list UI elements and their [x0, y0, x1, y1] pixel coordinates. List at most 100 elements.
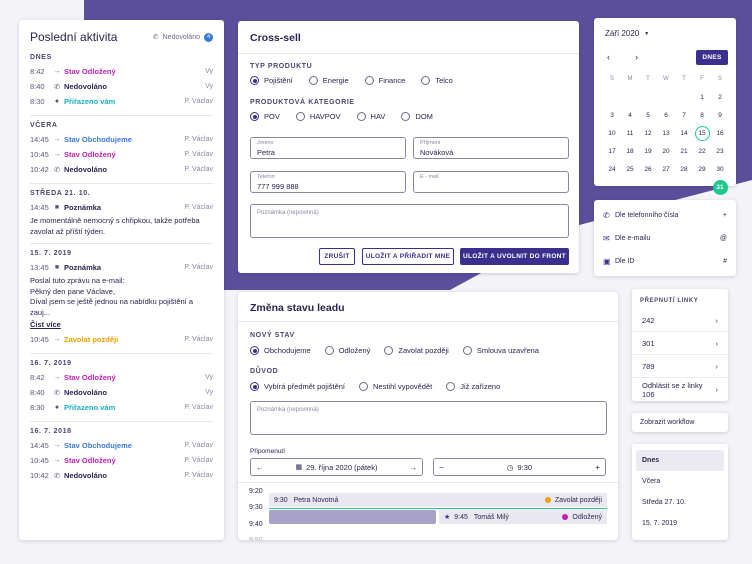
radio-option[interactable]: DOM — [401, 112, 433, 121]
line-option[interactable]: 301 › — [632, 332, 728, 355]
radio-option[interactable]: Obchodujeme — [250, 346, 311, 355]
calendar-day[interactable]: 31 — [711, 178, 729, 196]
date-filter-item[interactable]: 15. 7. 2019 — [642, 520, 678, 527]
plus-icon[interactable]: + — [595, 462, 600, 472]
note-textarea[interactable]: Poznámka (nepovinná) — [250, 204, 569, 238]
search-option[interactable]: ▣ Dle ID # — [594, 250, 736, 273]
calendar-day[interactable]: 1 — [700, 93, 704, 101]
line-option[interactable]: 789 › — [632, 355, 728, 378]
calendar-day[interactable]: 7 — [682, 111, 686, 119]
calendar-day[interactable]: 24 — [608, 165, 616, 173]
line-option[interactable]: 242 › — [632, 309, 728, 332]
radio-option[interactable]: Telco — [421, 76, 453, 85]
calendar-day[interactable]: 3 — [610, 111, 614, 119]
activity-row[interactable]: 10:45 → Stav Odložený P. Václav — [30, 453, 213, 468]
calendar-day[interactable]: 16 — [716, 129, 724, 137]
calendar-day[interactable]: 2 — [718, 93, 722, 101]
activity-row[interactable]: 8:40 ✆ Nedovoláno Vy — [30, 79, 213, 94]
calendar-day[interactable]: 13 — [662, 129, 670, 137]
activity-row[interactable]: 14:45 → Stav Obchodujeme P. Václav — [30, 438, 213, 453]
next-day-icon[interactable]: → — [409, 462, 417, 472]
email-field[interactable]: E - mail — [413, 171, 569, 193]
activity-row[interactable]: 8:30 ● Přiřazeno vám P. Václav — [30, 94, 213, 109]
calendar-day[interactable]: 17 — [608, 147, 616, 155]
calendar-day[interactable]: 11 — [626, 129, 634, 137]
calendar-day[interactable]: 4 — [628, 111, 632, 119]
prev-month-icon[interactable]: ‹ — [607, 52, 610, 62]
activity-row[interactable]: 14:45 ■ Poznámka P. Václav — [30, 200, 213, 215]
date-filter-item[interactable]: Středa 27. 10. — [642, 499, 686, 506]
calendar-day[interactable]: 22 — [698, 147, 706, 155]
radio-option[interactable]: Nestihl vypovědět — [359, 382, 432, 391]
radio-option[interactable]: HAV — [356, 112, 385, 121]
logout-line-option[interactable]: Odhlásit se z linky 106 › — [632, 378, 728, 401]
activity-row[interactable]: 13:45 ■ Poznámka P. Václav — [30, 260, 213, 275]
calendar-day[interactable]: 5 — [646, 111, 650, 119]
search-option[interactable]: ✆ Dle telefonního čísla + — [594, 204, 736, 227]
selected-slot[interactable] — [269, 510, 436, 524]
month-selector[interactable]: Září 2020 ▼ — [605, 29, 649, 38]
activity-row[interactable]: 14:45 → Stav Obchodujeme P. Václav — [30, 132, 213, 147]
minus-icon[interactable]: − — [439, 462, 444, 472]
calendar-day[interactable]: 10 — [608, 129, 616, 137]
date-filter-item[interactable]: Včera — [642, 478, 661, 485]
calendar-day[interactable]: 28 — [680, 165, 688, 173]
activity-row[interactable]: 10:42 ✆ Nedovoláno P. Václav — [30, 468, 213, 483]
radio-option[interactable]: Odložený — [324, 346, 370, 355]
prev-day-icon[interactable]: ← — [256, 462, 264, 472]
activity-row[interactable]: 8:40 ✆ Nedovoláno Vy — [30, 385, 213, 400]
calendar-day[interactable]: 9 — [718, 111, 722, 119]
filter-chip[interactable]: ✆ Nedovoláno 4 — [153, 32, 213, 42]
radio-option[interactable]: HAVPOV — [295, 112, 341, 121]
calendar-day[interactable]: 27 — [662, 165, 670, 173]
radio-option[interactable]: POV — [250, 112, 280, 121]
activity-author: Vy — [205, 83, 213, 90]
calendar-day[interactable]: 14 — [680, 129, 688, 137]
today-button[interactable]: DNES — [696, 50, 728, 65]
calendar-day[interactable]: 12 — [644, 129, 652, 137]
calendar-day[interactable]: 20 — [662, 147, 670, 155]
calendar-day[interactable]: 26 — [644, 165, 652, 173]
radio-option[interactable]: Finance — [364, 76, 405, 85]
next-month-icon[interactable]: › — [635, 52, 638, 62]
activity-row[interactable]: 10:42 ✆ Nedovoláno P. Václav — [30, 162, 213, 177]
phone-field[interactable]: Telefon 777 999 888 — [250, 171, 406, 193]
read-more-link[interactable]: Čist více — [30, 320, 61, 329]
save-release-button[interactable]: ULOŽIT A UVOLNIT DO FRONT — [460, 248, 569, 265]
activity-row[interactable]: 10:45 → Stav Odložený P. Václav — [30, 147, 213, 162]
last-name-field[interactable]: Příjmení Nováková — [413, 137, 569, 159]
time-slot-label: 9:40 — [249, 521, 263, 528]
radio-option[interactable]: Energie — [308, 76, 349, 85]
status-note-textarea[interactable]: Poznámka (nepovinná) — [250, 401, 607, 435]
calendar-day[interactable]: 18 — [626, 147, 634, 155]
event-tomas[interactable]: ★ 9:45 Tomáš Milý Odložený — [439, 510, 607, 524]
calendar-day[interactable]: 21 — [680, 147, 688, 155]
calendar-day[interactable]: 6 — [664, 111, 668, 119]
radio-option[interactable]: Zavolat později — [384, 346, 449, 355]
activity-row[interactable]: 8:30 ● Přiřazeno vám P. Václav — [30, 400, 213, 415]
event-petra[interactable]: 9:30 Petra Novotná Zavolat později — [269, 493, 607, 507]
radio-option[interactable]: Již zařízeno — [446, 382, 500, 391]
calendar-day[interactable]: 23 — [716, 147, 724, 155]
date-filter-item[interactable]: Dnes — [636, 450, 724, 471]
calendar-day[interactable]: 25 — [626, 165, 634, 173]
calendar-day[interactable]: 29 — [698, 165, 706, 173]
radio-circle — [250, 382, 259, 391]
calendar-day[interactable]: 8 — [700, 111, 704, 119]
cancel-button[interactable]: ZRUŠIT — [319, 248, 355, 265]
radio-option[interactable]: Smlouva uzavřena — [462, 346, 539, 355]
activity-row[interactable]: 10:45 → Zavolat později P. Václav — [30, 332, 213, 347]
show-workflow-button[interactable]: Zobrazit workflow — [632, 413, 728, 432]
calendar-day[interactable]: 15 — [693, 124, 711, 142]
activity-row[interactable]: 8:42 → Stav Odložený Vy — [30, 370, 213, 385]
activity-row[interactable]: 8:42 → Stav Odložený Vy — [30, 64, 213, 79]
radio-option[interactable]: Pojištění — [250, 76, 293, 85]
first-name-field[interactable]: Jméno Petra — [250, 137, 406, 159]
search-option[interactable]: ✉ Dle e-mailu @ — [594, 227, 736, 250]
calendar-day[interactable]: 19 — [644, 147, 652, 155]
time-picker[interactable]: − ◷ 9:30 + — [433, 458, 606, 476]
save-assign-button[interactable]: ULOŽIT A PŘIŘADIT MNE — [362, 248, 454, 265]
radio-option[interactable]: Vybírá předmět pojištění — [250, 382, 345, 391]
calendar-day[interactable]: 30 — [716, 165, 724, 173]
date-picker[interactable]: ← ▦ 29. října 2020 (pátek) → — [250, 458, 423, 476]
